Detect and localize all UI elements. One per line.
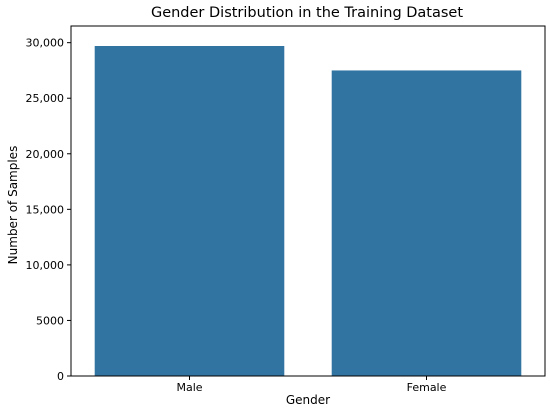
y-tick-label: 30,000 — [26, 37, 65, 50]
y-axis: 0 5000 10,000 15,000 20,000 25,000 30,000 — [26, 37, 71, 383]
x-axis: Male Female — [176, 376, 447, 394]
x-axis-label: Gender — [286, 393, 330, 407]
y-tick-label: 20,000 — [26, 148, 65, 161]
x-tick-label: Female — [407, 381, 447, 394]
y-tick-label: 25,000 — [26, 92, 65, 105]
y-axis-label: Number of Samples — [6, 146, 20, 265]
y-tick-label: 0 — [57, 370, 64, 383]
x-tick-label: Male — [176, 381, 202, 394]
y-tick-label: 10,000 — [26, 259, 65, 272]
bar-female — [331, 70, 522, 376]
y-tick-label: 5000 — [36, 314, 64, 327]
plot-frame — [70, 25, 546, 377]
bar-male — [94, 46, 285, 376]
plot-area — [94, 46, 522, 376]
y-tick-label: 15,000 — [26, 203, 65, 216]
chart-title: Gender Distribution in the Training Data… — [151, 5, 463, 21]
